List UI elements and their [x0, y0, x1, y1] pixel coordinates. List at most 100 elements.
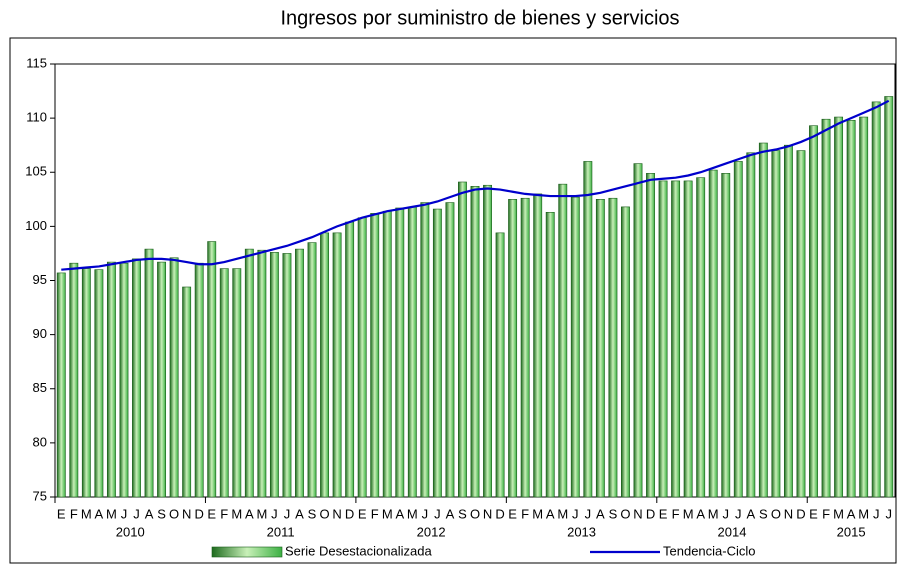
x-tick-label: M	[708, 506, 719, 521]
trend-line	[61, 99, 890, 271]
bar	[257, 249, 267, 498]
bar	[219, 268, 229, 498]
year-label: 2014	[718, 524, 747, 539]
bar	[56, 272, 66, 498]
bar	[834, 116, 844, 498]
x-tick-label: A	[696, 506, 705, 521]
x-tick-label: M	[532, 506, 543, 521]
x-tick-label: D	[646, 506, 655, 521]
bar	[320, 232, 329, 498]
x-tick-label: J	[284, 506, 291, 521]
bar	[696, 177, 706, 498]
bar	[357, 217, 367, 498]
x-tick-label: O	[470, 506, 480, 521]
x-tick-label: J	[873, 506, 880, 521]
y-tick-label: 75	[33, 488, 47, 503]
bar	[182, 286, 192, 498]
bar	[683, 180, 693, 498]
bar	[458, 181, 467, 498]
bar	[508, 199, 518, 498]
bar	[119, 262, 129, 498]
year-label: 2012	[417, 524, 446, 539]
bar	[796, 150, 806, 498]
bar	[884, 96, 894, 498]
x-tick-label: F	[521, 506, 529, 521]
x-tick-label: F	[822, 506, 830, 521]
bar	[570, 196, 580, 498]
bar	[671, 180, 681, 498]
x-tick-label: E	[809, 506, 818, 521]
x-tick-label: S	[609, 506, 618, 521]
bar	[69, 262, 79, 498]
year-label: 2013	[567, 524, 596, 539]
year-label: 2011	[267, 524, 295, 539]
bar	[144, 248, 154, 498]
x-tick-label: N	[633, 506, 642, 521]
bar	[445, 202, 455, 498]
bar	[81, 268, 91, 498]
x-tick-label: E	[508, 506, 517, 521]
x-tick-label: N	[182, 506, 191, 521]
x-tick-label: E	[659, 506, 668, 521]
x-tick-label: S	[157, 506, 166, 521]
bar	[746, 152, 756, 498]
bar	[370, 213, 380, 498]
x-tick-label: M	[231, 506, 242, 521]
bar	[432, 208, 442, 498]
x-tick-label: J	[121, 506, 128, 521]
x-tick-label: F	[70, 506, 78, 521]
bar	[846, 119, 856, 498]
bar	[495, 232, 505, 498]
x-tick-label: M	[683, 506, 694, 521]
bar	[758, 142, 768, 498]
x-tick-label: M	[858, 506, 869, 521]
bar	[407, 206, 417, 498]
bar	[232, 268, 242, 498]
bar	[621, 206, 630, 498]
x-tick-label: J	[133, 506, 140, 521]
bar	[646, 173, 655, 498]
bar	[583, 161, 593, 498]
x-tick-label: E	[207, 506, 216, 521]
bar	[809, 125, 818, 498]
bar	[157, 261, 167, 498]
x-tick-label: A	[847, 506, 856, 521]
x-tick-label: N	[332, 506, 341, 521]
x-tick-label: O	[771, 506, 781, 521]
bar	[332, 232, 342, 498]
x-tick-label: F	[220, 506, 228, 521]
x-tick-label: J	[885, 506, 892, 521]
bar	[533, 193, 543, 498]
bar	[395, 207, 405, 498]
x-tick-label: N	[483, 506, 492, 521]
x-tick-label: A	[145, 506, 154, 521]
bar	[382, 210, 392, 498]
bar	[859, 116, 869, 498]
chart-frame	[9, 37, 897, 564]
bar	[269, 252, 279, 498]
bar	[420, 202, 430, 498]
y-tick-label: 80	[33, 434, 47, 449]
x-tick-label: O	[319, 506, 329, 521]
bar	[282, 253, 292, 498]
bar	[658, 180, 668, 498]
y-tick-label: 105	[25, 164, 47, 179]
x-tick-label: A	[546, 506, 555, 521]
x-tick-label: J	[422, 506, 429, 521]
bar	[721, 173, 731, 498]
bar	[771, 150, 781, 498]
bar	[132, 258, 141, 498]
bar	[295, 248, 304, 498]
bar	[307, 242, 317, 498]
x-tick-label: M	[557, 506, 568, 521]
bar	[545, 212, 555, 498]
bar	[708, 169, 718, 498]
bar	[483, 184, 492, 498]
x-tick-label: D	[345, 506, 354, 521]
x-tick-label: D	[495, 506, 504, 521]
x-tick-label: A	[596, 506, 605, 521]
bar	[94, 269, 104, 498]
x-tick-label: E	[57, 506, 66, 521]
y-tick-label: 90	[33, 326, 47, 341]
